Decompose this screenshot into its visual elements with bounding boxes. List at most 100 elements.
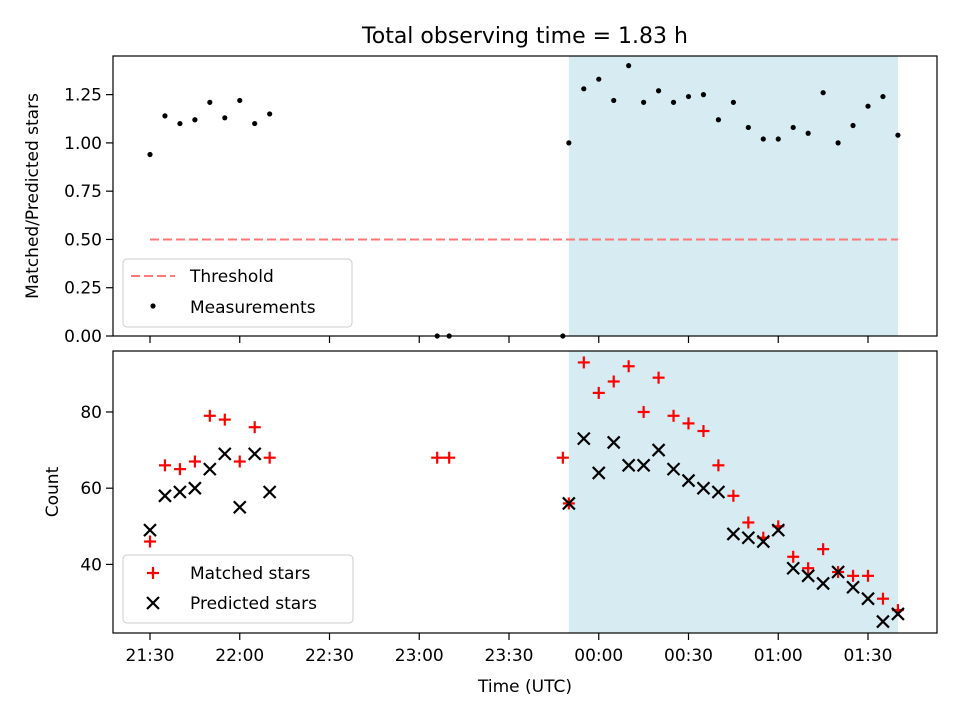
predicted-star-point <box>591 466 606 480</box>
measurement-point <box>641 99 647 105</box>
matched-star-point <box>431 451 444 464</box>
predicted-star-point <box>786 561 800 575</box>
x-tick-label: 22:00 <box>215 646 264 666</box>
measurement-point <box>775 136 781 142</box>
top-panel-legend: Threshold Measurements <box>122 258 353 328</box>
x-tick-label: 00:00 <box>574 646 623 666</box>
matched-star-point <box>817 543 830 556</box>
bottom-panel-y-axis-label: Count <box>43 466 63 517</box>
measurement-point <box>611 97 617 104</box>
matched-legend-swatch <box>147 567 159 579</box>
predicted-star-point <box>247 447 262 461</box>
predicted-star-point <box>876 614 890 629</box>
top-panel-y-ticks: 0.00 0.25 0.50 0.75 1.00 1.25 <box>64 86 113 347</box>
y-tick-label: 0.25 <box>64 279 102 299</box>
top-panel-frame <box>112 55 938 337</box>
matched-star-point <box>248 421 261 434</box>
bottom-panel-frame <box>112 350 938 634</box>
x-tick-label: 01:00 <box>754 646 803 666</box>
measurements-legend-label: Measurements <box>190 298 316 318</box>
predicted-star-point <box>158 489 172 503</box>
matched-star-point <box>218 413 231 426</box>
predicted-star-point <box>232 500 247 515</box>
measurement-point <box>715 117 722 123</box>
predicted-star-point <box>606 435 621 450</box>
measurement-point <box>581 86 587 92</box>
matched-star-point <box>847 569 860 582</box>
matched-star-point <box>652 371 665 384</box>
measurement-point <box>730 99 736 105</box>
measurement-point <box>207 99 213 105</box>
measurement-points <box>147 63 901 339</box>
predicted-star-point <box>801 569 815 583</box>
matched-star-point <box>443 451 456 464</box>
measurement-point <box>670 99 677 105</box>
measurement-point <box>745 124 751 131</box>
predicted-star-point <box>203 462 217 476</box>
count-panel: 40 60 80 21:30 22:00 22:30 23:00 23:30 00:00 00:… <box>43 350 938 666</box>
measurement-point <box>177 120 183 127</box>
predicted-star-point <box>861 591 875 606</box>
x-tick-label: 00:30 <box>664 646 713 666</box>
measurement-point <box>222 115 228 121</box>
matched-star-point <box>787 550 800 563</box>
matched-star-point <box>158 459 171 472</box>
matched-star-point <box>188 455 201 468</box>
measurement-point <box>760 136 766 142</box>
matched-star-point <box>577 356 590 369</box>
ratio-panel: 0.00 0.25 0.50 0.75 1.00 1.25 Matched/Predict… <box>23 55 938 347</box>
predicted-star-point <box>816 576 830 591</box>
predicted-star-point <box>621 458 636 473</box>
matched-star-point <box>622 360 635 373</box>
predicted-stars-points <box>143 431 905 629</box>
predicted-star-point <box>741 530 756 545</box>
x-tick-label: 23:00 <box>395 646 444 666</box>
matched-star-point <box>727 489 740 502</box>
predicted-star-point <box>666 462 681 476</box>
predicted-star-point <box>771 523 786 537</box>
predicted-star-point <box>681 473 696 488</box>
measurement-point <box>820 90 826 96</box>
predicted-star-point <box>636 458 651 473</box>
bottom-panel-legend: Matched stars Predicted stars <box>122 554 354 624</box>
measurement-point <box>805 130 811 136</box>
top-legend-box <box>122 258 353 328</box>
matched-star-point <box>556 451 569 464</box>
measurement-point <box>626 63 632 69</box>
y-tick-label: 40 <box>80 555 102 575</box>
predicted-star-point <box>577 431 591 446</box>
measurement-point <box>237 97 243 104</box>
predicted-star-point <box>188 481 202 495</box>
matched-star-point <box>682 417 695 430</box>
measurements-legend-swatch <box>150 303 156 309</box>
y-tick-label: 0.75 <box>64 182 102 202</box>
predicted-star-point <box>651 443 666 457</box>
y-tick-label: 80 <box>80 403 102 423</box>
measurement-point <box>566 140 572 146</box>
measurement-point <box>700 92 707 98</box>
predicted-legend-swatch <box>146 596 160 610</box>
top-panel-shaded-region <box>568 56 898 336</box>
threshold-legend-label: Threshold <box>189 267 274 287</box>
measurement-point <box>596 76 602 82</box>
predicted-star-point <box>756 534 771 549</box>
predicted-legend-label: Predicted stars <box>190 594 317 614</box>
matched-star-point <box>203 409 216 422</box>
predicted-star-point <box>562 496 576 511</box>
predicted-star-point <box>696 481 711 495</box>
measurement-point <box>790 124 796 131</box>
matched-star-point <box>592 386 605 399</box>
measurement-point <box>655 88 662 94</box>
measurement-point <box>192 117 198 123</box>
bottom-legend-box <box>122 554 354 624</box>
matched-star-point <box>263 451 276 464</box>
measurement-point <box>685 93 692 100</box>
x-tick-label: 23:30 <box>485 646 534 666</box>
matched-star-point <box>233 455 246 468</box>
predicted-star-point <box>831 565 845 579</box>
matched-star-point <box>144 535 156 548</box>
matched-star-point <box>607 375 620 388</box>
measurement-point <box>865 103 871 109</box>
y-tick-label: 0.50 <box>64 230 102 250</box>
